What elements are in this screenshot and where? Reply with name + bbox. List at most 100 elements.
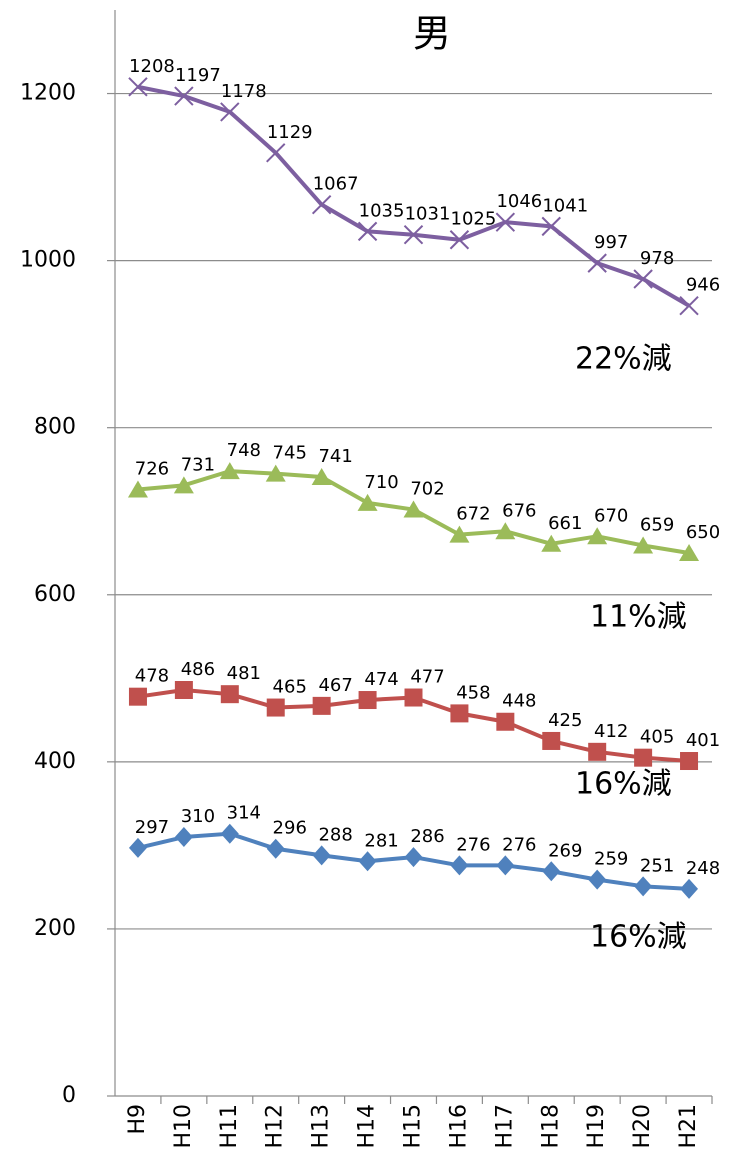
data-label: 251 [640, 855, 674, 876]
marker [128, 837, 147, 858]
data-label: 1031 [405, 204, 451, 225]
marker [128, 77, 148, 97]
data-label: 1025 [451, 209, 497, 230]
data-label: 465 [273, 677, 307, 698]
marker [266, 838, 285, 859]
marker [220, 685, 239, 704]
marker [588, 742, 607, 761]
data-label: 1208 [129, 56, 175, 77]
data-label: 248 [686, 858, 720, 879]
marker [404, 847, 423, 868]
marker [358, 851, 377, 872]
data-label: 286 [410, 826, 444, 847]
y-tick-label: 1000 [20, 248, 76, 273]
x-tick-label: H9 [125, 1104, 150, 1135]
data-label: 676 [502, 500, 536, 521]
marker [450, 855, 469, 876]
data-label: 741 [318, 446, 352, 467]
chart-title: 男 [413, 12, 451, 56]
data-label: 1041 [542, 195, 588, 216]
marker [634, 748, 653, 767]
annotation: 11%減 [590, 600, 687, 635]
data-label: 314 [227, 803, 261, 824]
y-tick-label: 400 [34, 749, 76, 774]
marker [496, 712, 515, 731]
x-tick-label: H17 [492, 1104, 517, 1149]
series-line [137, 84, 691, 308]
data-label: 281 [364, 830, 398, 851]
marker [679, 544, 700, 561]
data-label: 978 [640, 248, 674, 269]
marker [542, 731, 561, 750]
data-label: 1178 [221, 81, 267, 102]
x-tick-label: H21 [676, 1104, 701, 1149]
marker [403, 225, 424, 245]
marker [358, 691, 377, 710]
data-label: 1046 [496, 191, 542, 212]
x-tick-label: H10 [171, 1104, 196, 1149]
data-label: 425 [548, 710, 582, 731]
marker [587, 253, 607, 273]
data-label: 659 [640, 514, 674, 535]
x-tick-label: H18 [538, 1104, 563, 1149]
data-label: 297 [135, 817, 169, 838]
data-label: 478 [135, 666, 169, 687]
data-label: 670 [594, 505, 628, 526]
marker [495, 212, 516, 232]
data-label: 448 [502, 691, 536, 712]
y-tick-label: 800 [34, 415, 76, 440]
data-label: 269 [548, 840, 582, 861]
data-label: 702 [410, 479, 444, 500]
annotation: 16%減 [590, 920, 687, 955]
marker [541, 534, 562, 552]
data-label: 710 [364, 472, 398, 493]
x-tick-label: H13 [309, 1104, 334, 1149]
marker [587, 527, 608, 545]
data-label: 946 [686, 275, 720, 296]
data-label: 661 [548, 513, 582, 534]
data-label: 745 [273, 443, 307, 464]
data-label: 1197 [175, 65, 221, 86]
marker [312, 696, 331, 715]
marker [127, 480, 148, 498]
marker [496, 855, 515, 876]
data-label: 650 [686, 522, 720, 543]
marker [679, 296, 699, 316]
marker [220, 102, 240, 122]
marker [357, 221, 378, 242]
marker [588, 869, 607, 890]
data-label: 486 [181, 659, 215, 680]
marker [634, 876, 653, 897]
marker [542, 861, 561, 882]
marker [219, 462, 240, 480]
marker [450, 704, 469, 723]
data-label: 296 [273, 818, 307, 839]
x-tick-label: H12 [263, 1104, 288, 1149]
data-label: 726 [135, 459, 169, 480]
data-label: 401 [686, 730, 720, 751]
data-label: 1067 [313, 174, 359, 195]
data-label: 477 [410, 667, 444, 688]
marker [312, 845, 331, 866]
data-label: 276 [502, 834, 536, 855]
marker [449, 230, 470, 250]
data-label: 310 [181, 806, 215, 827]
marker [174, 681, 193, 700]
marker [311, 467, 332, 485]
marker [403, 500, 424, 518]
marker [541, 216, 561, 237]
marker [449, 525, 470, 543]
data-label: 259 [594, 849, 628, 870]
x-tick-label: H11 [217, 1104, 242, 1149]
data-label: 748 [227, 440, 261, 461]
marker [633, 536, 654, 554]
marker [266, 698, 285, 717]
y-tick-label: 0 [62, 1083, 76, 1108]
x-tick-label: H19 [584, 1104, 609, 1149]
x-tick-label: H14 [355, 1104, 380, 1149]
marker [220, 823, 239, 844]
x-tick-label: H15 [401, 1104, 426, 1149]
marker [495, 522, 516, 540]
data-label: 467 [318, 675, 352, 696]
